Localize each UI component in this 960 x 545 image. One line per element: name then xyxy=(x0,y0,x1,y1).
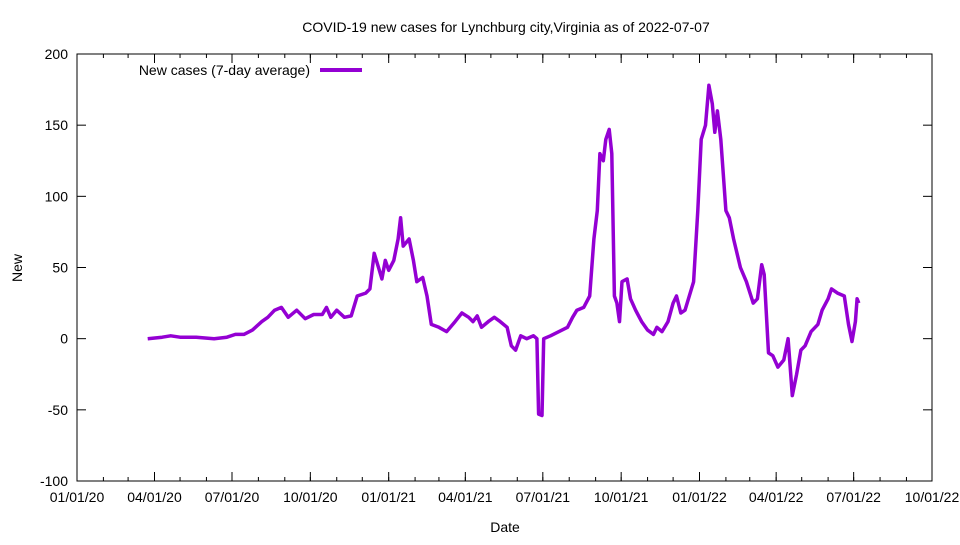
x-tick-label: 07/01/22 xyxy=(826,489,881,505)
y-axis-label: New xyxy=(9,253,25,282)
legend-label: New cases (7-day average) xyxy=(139,62,310,78)
plot-frame xyxy=(77,54,932,481)
y-tick-label: -50 xyxy=(48,402,68,418)
chart-title: COVID-19 new cases for Lynchburg city,Vi… xyxy=(302,19,710,35)
x-tick-label: 07/01/21 xyxy=(516,489,571,505)
y-tick-label: 100 xyxy=(45,188,69,204)
series-layer xyxy=(148,85,859,415)
x-tick-label: 10/01/21 xyxy=(594,489,649,505)
x-tick-label: 04/01/22 xyxy=(749,489,804,505)
y-tick-label: 0 xyxy=(60,331,68,347)
x-tick-label: 01/01/20 xyxy=(50,489,105,505)
x-tick-label: 10/01/20 xyxy=(283,489,338,505)
y-tick-label: 150 xyxy=(45,117,69,133)
y-tick-label: 50 xyxy=(52,260,68,276)
x-tick-label: 04/01/20 xyxy=(127,489,182,505)
x-tick-label: 07/01/20 xyxy=(205,489,260,505)
x-axis-label: Date xyxy=(490,519,520,535)
series-line xyxy=(148,85,859,415)
legend: New cases (7-day average) xyxy=(139,62,362,78)
y-tick-label: -100 xyxy=(40,473,68,489)
x-tick-label: 01/01/21 xyxy=(361,489,416,505)
x-tick-label: 01/01/22 xyxy=(672,489,727,505)
y-tick-label: 200 xyxy=(45,46,69,62)
axis-ticks: -100 -50 0 50 100 150 200 01/01/20 04/01/20 07/01… xyxy=(40,46,959,505)
x-tick-label: 04/01/21 xyxy=(438,489,493,505)
x-tick-label: 10/01/22 xyxy=(905,489,960,505)
